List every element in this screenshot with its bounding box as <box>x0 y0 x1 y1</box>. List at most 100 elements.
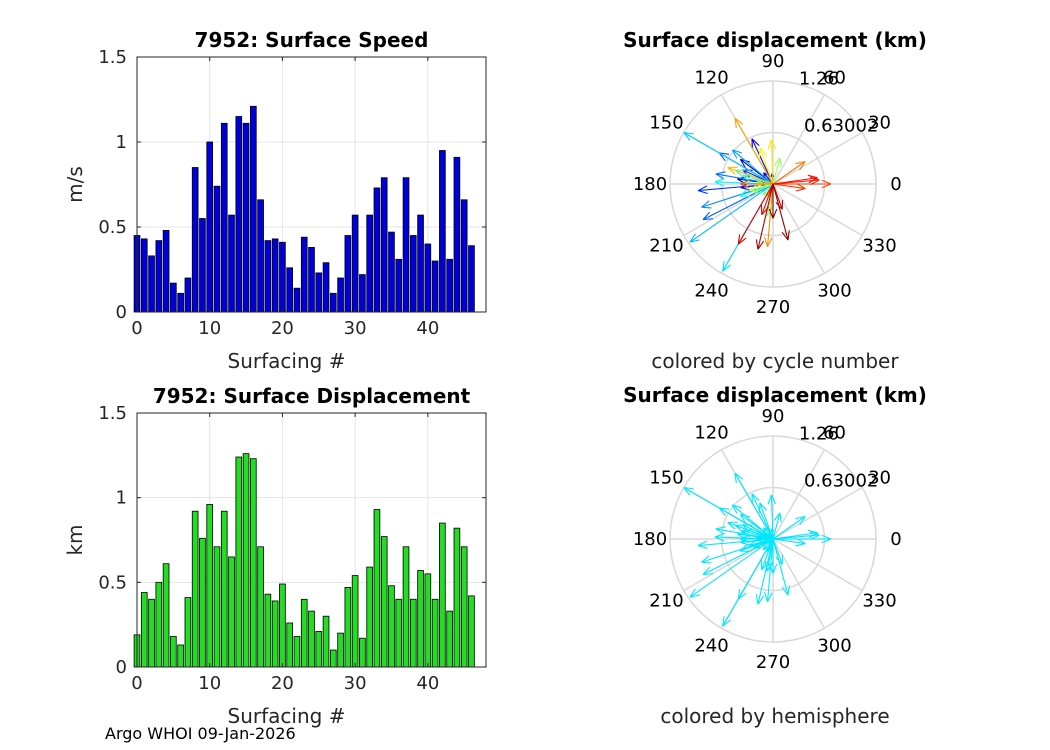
bar <box>170 282 177 313</box>
bar <box>148 598 155 668</box>
bar <box>235 456 243 668</box>
vector-arrowhead <box>808 177 818 184</box>
bar <box>228 556 235 668</box>
vector-arrowhead <box>757 595 765 605</box>
vector-arrowhead <box>697 545 708 550</box>
bar <box>177 644 184 668</box>
bar <box>213 546 221 668</box>
bar <box>308 246 315 313</box>
displacement-vector <box>751 138 774 185</box>
bar <box>308 610 315 668</box>
bar <box>250 105 257 313</box>
vector-arrowhead <box>751 493 760 502</box>
vector-arrowhead <box>770 139 777 150</box>
vector-arrowhead <box>734 169 744 178</box>
bar <box>315 272 323 313</box>
bar <box>453 156 461 313</box>
bar <box>417 570 424 668</box>
bar <box>330 292 337 313</box>
bar <box>322 262 330 313</box>
bar <box>468 245 475 313</box>
angle-label: 330 <box>862 591 896 612</box>
y-axis-label: m/s <box>63 166 87 203</box>
displacement-vector <box>759 147 774 185</box>
bar <box>388 231 395 313</box>
vector-arrowhead <box>749 544 758 547</box>
vector-arrowhead <box>737 589 741 600</box>
vector-arrowhead <box>715 528 725 535</box>
angle-label: 210 <box>649 591 683 612</box>
vector-arrowhead <box>755 180 762 184</box>
vector-arrowhead <box>739 514 746 524</box>
vector-arrowhead <box>779 512 782 523</box>
vector-arrowhead <box>764 591 769 602</box>
y-tick-label: 0 <box>116 657 127 678</box>
bar <box>351 575 359 668</box>
displacement-vector <box>727 166 774 185</box>
speed-chart: 0 0.5 1 1.5 0 10 20 30 40 7952: Surface Speed Surf… <box>63 28 487 373</box>
vector-arrowhead <box>799 516 806 526</box>
bar <box>206 504 214 668</box>
x-tick-label: 40 <box>416 318 439 339</box>
vector-arrowhead <box>737 237 747 245</box>
bar <box>373 187 381 313</box>
bar <box>257 199 264 313</box>
vector-arrowhead <box>689 233 696 243</box>
vector-arrowhead <box>796 183 806 190</box>
vector-arrowhead <box>731 504 738 514</box>
vector-arrowhead <box>683 486 694 490</box>
angle-label: 60 <box>823 67 846 88</box>
vector-arrowhead <box>739 543 748 552</box>
y-axis-label: km <box>63 524 87 555</box>
bar <box>460 546 468 668</box>
displacement-vector <box>715 173 774 185</box>
axes-box <box>136 56 487 313</box>
vector-arrowhead <box>727 522 736 530</box>
vector-arrowhead <box>748 539 757 546</box>
vector-arrowhead <box>755 239 759 250</box>
bar <box>191 167 199 313</box>
bar <box>373 509 381 668</box>
displacement-vector <box>772 512 781 540</box>
angle-label: 210 <box>649 236 683 257</box>
vector-arrowhead <box>762 189 766 196</box>
bar <box>199 537 206 668</box>
vector-arrowhead <box>703 573 714 576</box>
angle-label: 300 <box>817 281 851 302</box>
vector-arrowhead <box>734 473 737 484</box>
vector-arrowhead <box>742 524 750 533</box>
angle-label: 150 <box>649 113 683 134</box>
vector-arrowhead <box>683 132 691 141</box>
bar <box>337 277 344 313</box>
angle-label: 150 <box>649 468 683 489</box>
angle-label: 180 <box>633 174 667 195</box>
vector-arrowhead <box>722 264 731 272</box>
bar <box>446 610 453 668</box>
vector-arrowhead <box>714 181 725 187</box>
bar <box>395 598 403 668</box>
vector-arrowhead <box>689 239 700 243</box>
vector-arrowhead <box>821 538 832 544</box>
vector-arrowhead <box>781 231 789 241</box>
vector-arrowhead <box>764 539 768 542</box>
vector-arrowhead <box>759 147 767 156</box>
vector-arrowhead <box>740 538 750 544</box>
vector-arrowhead <box>703 218 714 221</box>
bar <box>213 185 221 313</box>
vector-arrowhead <box>767 592 773 602</box>
vector-arrowhead <box>768 208 774 219</box>
vector-arrowhead <box>768 563 774 574</box>
vector-arrowhead <box>737 592 747 600</box>
radial-label: 0.63002 <box>804 470 878 491</box>
vector-arrowhead <box>807 529 818 534</box>
vector-arrowhead <box>737 234 741 245</box>
y-tick-label: 1.5 <box>98 403 127 424</box>
vector-arrowhead <box>748 184 757 191</box>
bar <box>220 510 228 668</box>
vector-arrowhead <box>701 555 710 563</box>
bar <box>344 235 352 313</box>
vector-arrowhead <box>762 544 766 551</box>
bar <box>242 453 250 668</box>
vector-arrowhead <box>821 183 832 189</box>
bar <box>155 240 163 313</box>
